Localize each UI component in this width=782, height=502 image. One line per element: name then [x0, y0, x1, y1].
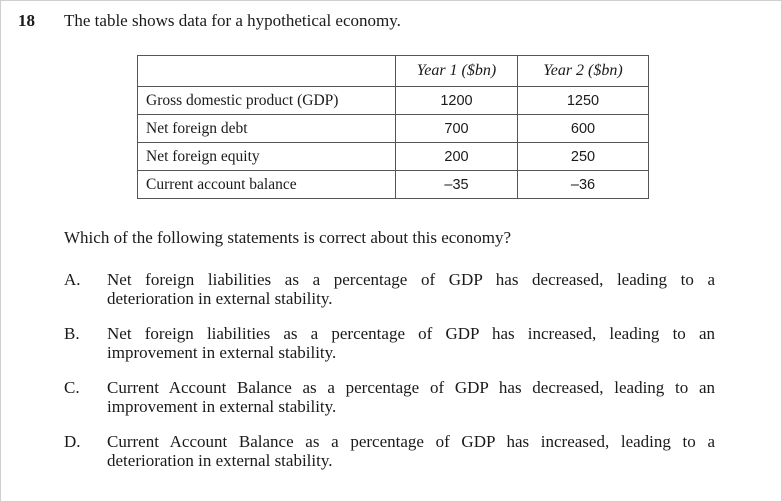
option-text-line2: improvement in external stability. [107, 397, 337, 416]
option-letter: A. [64, 270, 81, 289]
option-text-line1: Net foreign liabilities as a percentage … [107, 324, 715, 343]
row-year2-value: 250 [517, 142, 649, 171]
row-year2-value: 600 [517, 114, 649, 143]
option-text-line2: improvement in external stability. [107, 343, 337, 362]
option-text: Current Account Balance as a percentage … [107, 378, 715, 416]
question-prompt: Which of the following statements is cor… [64, 228, 512, 247]
table-row: Gross domestic product (GDP) 1200 1250 [137, 86, 649, 115]
question-stem: The table shows data for a hypothetical … [64, 11, 401, 30]
option-text-line2: deterioration in external stability. [107, 289, 333, 308]
table-header-year2: Year 2 ($bn) [517, 55, 649, 87]
option-text-line1: Net foreign liabilities as a percentage … [107, 270, 715, 289]
row-year2-value: –36 [517, 170, 649, 199]
row-year1-value: –35 [395, 170, 518, 199]
table-header-blank [137, 55, 396, 87]
option-letter: D. [64, 432, 81, 451]
option-text: Net foreign liabilities as a percentage … [107, 270, 715, 308]
option-text-line1: Current Account Balance as a percentage … [107, 432, 715, 451]
row-year1-value: 200 [395, 142, 518, 171]
option-text: Current Account Balance as a percentage … [107, 432, 715, 470]
economy-data-table: Year 1 ($bn) Year 2 ($bn) Gross domestic… [137, 55, 649, 199]
row-label: Gross domestic product (GDP) [137, 86, 396, 115]
table-header-year1: Year 1 ($bn) [395, 55, 518, 87]
option-letter: B. [64, 324, 80, 343]
row-label: Current account balance [137, 170, 396, 199]
table-row: Current account balance –35 –36 [137, 170, 649, 199]
row-year2-value: 1250 [517, 86, 649, 115]
question-number: 18 [18, 11, 35, 30]
row-year1-value: 1200 [395, 86, 518, 115]
option-text-line2: deterioration in external stability. [107, 451, 333, 470]
row-year1-value: 700 [395, 114, 518, 143]
option-text-line1: Current Account Balance as a percentage … [107, 378, 715, 397]
row-label: Net foreign equity [137, 142, 396, 171]
option-text: Net foreign liabilities as a percentage … [107, 324, 715, 362]
row-label: Net foreign debt [137, 114, 396, 143]
table-row: Net foreign debt 700 600 [137, 114, 649, 143]
table-header-row: Year 1 ($bn) Year 2 ($bn) [137, 55, 649, 87]
option-letter: C. [64, 378, 80, 397]
table-row: Net foreign equity 200 250 [137, 142, 649, 171]
